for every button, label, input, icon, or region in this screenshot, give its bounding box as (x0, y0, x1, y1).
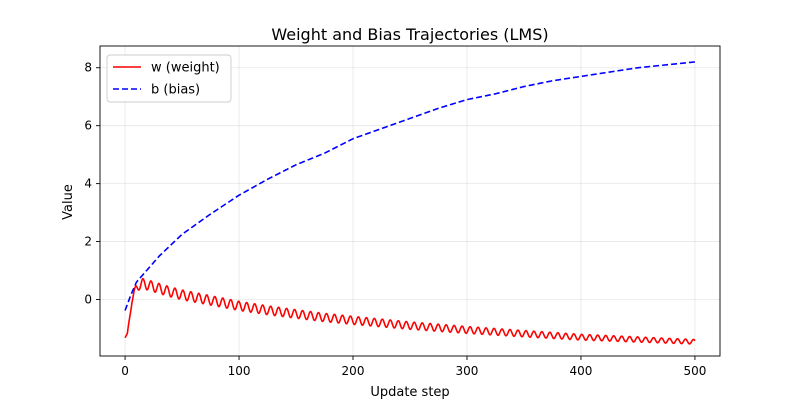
y-tick-label: 6 (84, 119, 92, 133)
chart-title: Weight and Bias Trajectories (LMS) (271, 25, 548, 44)
x-tick-label: 200 (342, 364, 365, 378)
legend: w (weight) b (bias) (106, 54, 232, 103)
y-tick-label: 2 (84, 235, 92, 249)
x-tick-label: 300 (456, 364, 479, 378)
series-group (124, 61, 696, 345)
x-tick-label: 500 (683, 364, 706, 378)
legend-label: b (bias) (151, 83, 200, 98)
y-tick-label: 0 (84, 293, 92, 307)
x-tick-label: 400 (570, 364, 593, 378)
x-tick-label: 0 (121, 364, 129, 378)
y-tick-label: 4 (84, 177, 92, 191)
axes-frame (99, 45, 721, 357)
x-axis-label: Update step (370, 385, 449, 400)
legend-label: w (weight) (151, 61, 220, 76)
y-axis-label: Value (61, 184, 76, 220)
series-line-weight (124, 277, 696, 345)
y-tick-label: 8 (84, 61, 92, 75)
series-line-bias (124, 61, 696, 311)
x-tick-label: 100 (228, 364, 251, 378)
plot-area: 0 100 200 300 400 500 0 2 4 6 8 w (weight) b (bias) (84, 45, 721, 378)
